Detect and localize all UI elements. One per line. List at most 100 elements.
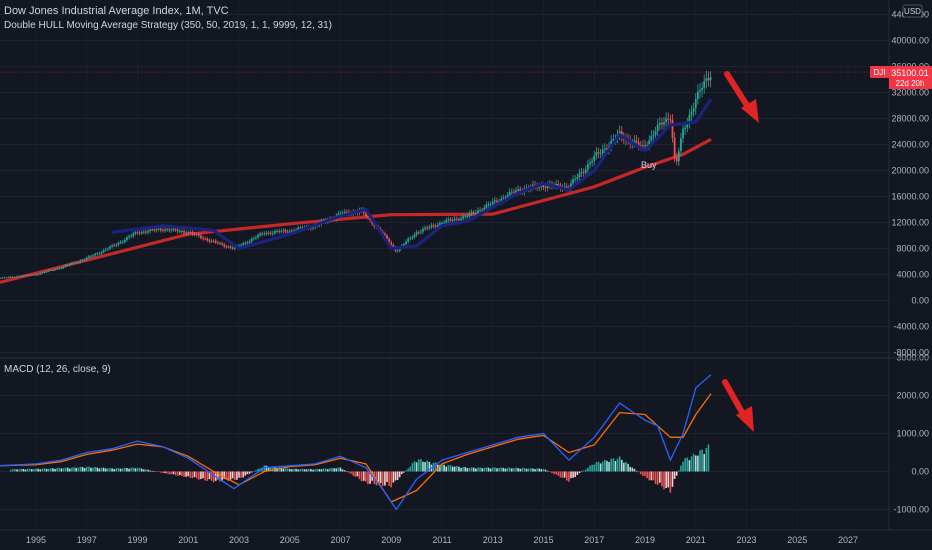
strategy-label[interactable]: Double HULL Moving Average Strategy (350… xyxy=(4,20,332,31)
macd-histogram-bar xyxy=(456,465,458,472)
macd-histogram-bar xyxy=(633,468,636,472)
candle-body xyxy=(197,234,200,236)
macd-histogram-bar xyxy=(223,471,225,479)
hull-fast-line xyxy=(111,98,713,251)
macd-histogram-bar xyxy=(69,468,71,472)
macd-histogram-bar xyxy=(449,465,452,472)
candle-body xyxy=(538,186,541,188)
candle-body xyxy=(128,236,130,238)
macd-label[interactable]: MACD (12, 26, close, 9) xyxy=(4,364,111,375)
candle-body xyxy=(261,233,264,235)
candle-body xyxy=(343,211,346,214)
candle-body xyxy=(181,231,183,232)
price-tag: DJI 35100.01 22d 20h xyxy=(870,66,932,89)
macd-histogram-bar xyxy=(443,464,445,472)
macd-histogram-bar xyxy=(94,467,97,472)
candle-body xyxy=(121,241,124,243)
macd-histogram-bar xyxy=(229,471,232,480)
candle-body xyxy=(587,164,589,170)
macd-histogram-bar xyxy=(219,471,221,482)
time-tick-label: 1995 xyxy=(26,535,46,545)
macd-histogram-bar xyxy=(286,468,289,472)
macd-histogram-bar xyxy=(24,469,27,472)
macd-histogram-bar xyxy=(521,468,524,472)
candle-body xyxy=(250,239,253,242)
candle-body xyxy=(187,232,190,234)
candle-body xyxy=(606,148,608,150)
macd-histogram xyxy=(9,444,710,493)
macd-histogram-bar xyxy=(250,471,253,473)
candle-body xyxy=(109,246,111,249)
chart-title[interactable]: Dow Jones Industrial Average Index, 1M, … xyxy=(4,5,229,17)
macd-histogram-bar xyxy=(358,471,361,480)
macd-histogram-bar xyxy=(680,465,682,472)
macd-histogram-bar xyxy=(26,468,29,472)
macd-histogram-bar xyxy=(255,470,257,472)
candle-body xyxy=(45,271,48,273)
macd-histogram-bar xyxy=(642,471,644,476)
macd-histogram-bar xyxy=(686,457,689,472)
macd-histogram-bar xyxy=(195,471,198,479)
macd-histogram-bar xyxy=(305,469,308,472)
macd-histogram-bar xyxy=(155,471,158,472)
candle-body xyxy=(210,240,213,242)
macd-histogram-bar xyxy=(198,471,200,480)
macd-histogram-bar xyxy=(688,460,691,472)
candle-body xyxy=(464,216,467,218)
candle-body xyxy=(367,216,369,218)
candle-body xyxy=(654,131,657,136)
candle-body xyxy=(240,245,243,246)
macd-histogram-bar xyxy=(527,468,530,472)
macd-histogram-bar xyxy=(546,470,549,472)
candle-body xyxy=(673,137,676,158)
candle-body xyxy=(229,246,232,248)
macd-histogram-bar xyxy=(534,469,536,472)
macd-histogram-bar xyxy=(369,471,371,484)
macd-histogram-bar xyxy=(439,464,441,472)
macd-histogram-bar xyxy=(327,469,329,472)
candle-body xyxy=(223,244,226,247)
candle-body xyxy=(441,223,443,224)
price-tag-symbol: DJI xyxy=(874,68,886,77)
time-tick-label: 2007 xyxy=(330,535,350,545)
macd-histogram-bar xyxy=(291,469,293,472)
macd-histogram-bar xyxy=(352,471,354,476)
macd-histogram-bar xyxy=(60,468,63,472)
macd-histogram-bar xyxy=(663,471,665,490)
macd-histogram-bar xyxy=(401,471,403,475)
candle-body xyxy=(453,218,456,221)
currency-badge[interactable]: USD xyxy=(902,4,923,18)
candle-body xyxy=(658,122,661,125)
macd-histogram-bar xyxy=(18,469,20,472)
candle-body xyxy=(591,160,594,163)
buy-annotation: Buy xyxy=(641,160,657,170)
candle-body xyxy=(337,213,340,217)
macd-histogram-bar xyxy=(411,463,414,472)
macd-histogram-bar xyxy=(576,471,579,475)
candle-body xyxy=(151,229,154,231)
candle-body xyxy=(540,185,543,187)
candle-body xyxy=(508,192,511,196)
candle-body xyxy=(485,204,488,208)
candle-body xyxy=(449,219,452,221)
macd-histogram-bar xyxy=(295,468,297,472)
candle-body xyxy=(293,230,295,232)
macd-histogram-bar xyxy=(639,471,642,475)
candle-body xyxy=(75,262,78,264)
price-tick-label: 0.00 xyxy=(911,296,929,306)
price-tick-label: 32000.00 xyxy=(891,88,929,98)
candle-body xyxy=(652,135,655,136)
candle-body xyxy=(584,169,587,173)
candle-body xyxy=(546,185,549,188)
macd-histogram-bar xyxy=(164,471,166,474)
candle-body xyxy=(204,238,207,240)
macd-histogram-bar xyxy=(415,462,418,472)
macd-histogram-bar xyxy=(515,467,517,472)
macd-histogram-bar xyxy=(623,462,625,472)
candle-body xyxy=(267,232,270,234)
macd-histogram-bar xyxy=(489,468,492,472)
candle-body xyxy=(701,87,703,91)
candle-body xyxy=(238,245,240,247)
candle-body xyxy=(119,242,122,243)
candle-body xyxy=(176,229,179,232)
